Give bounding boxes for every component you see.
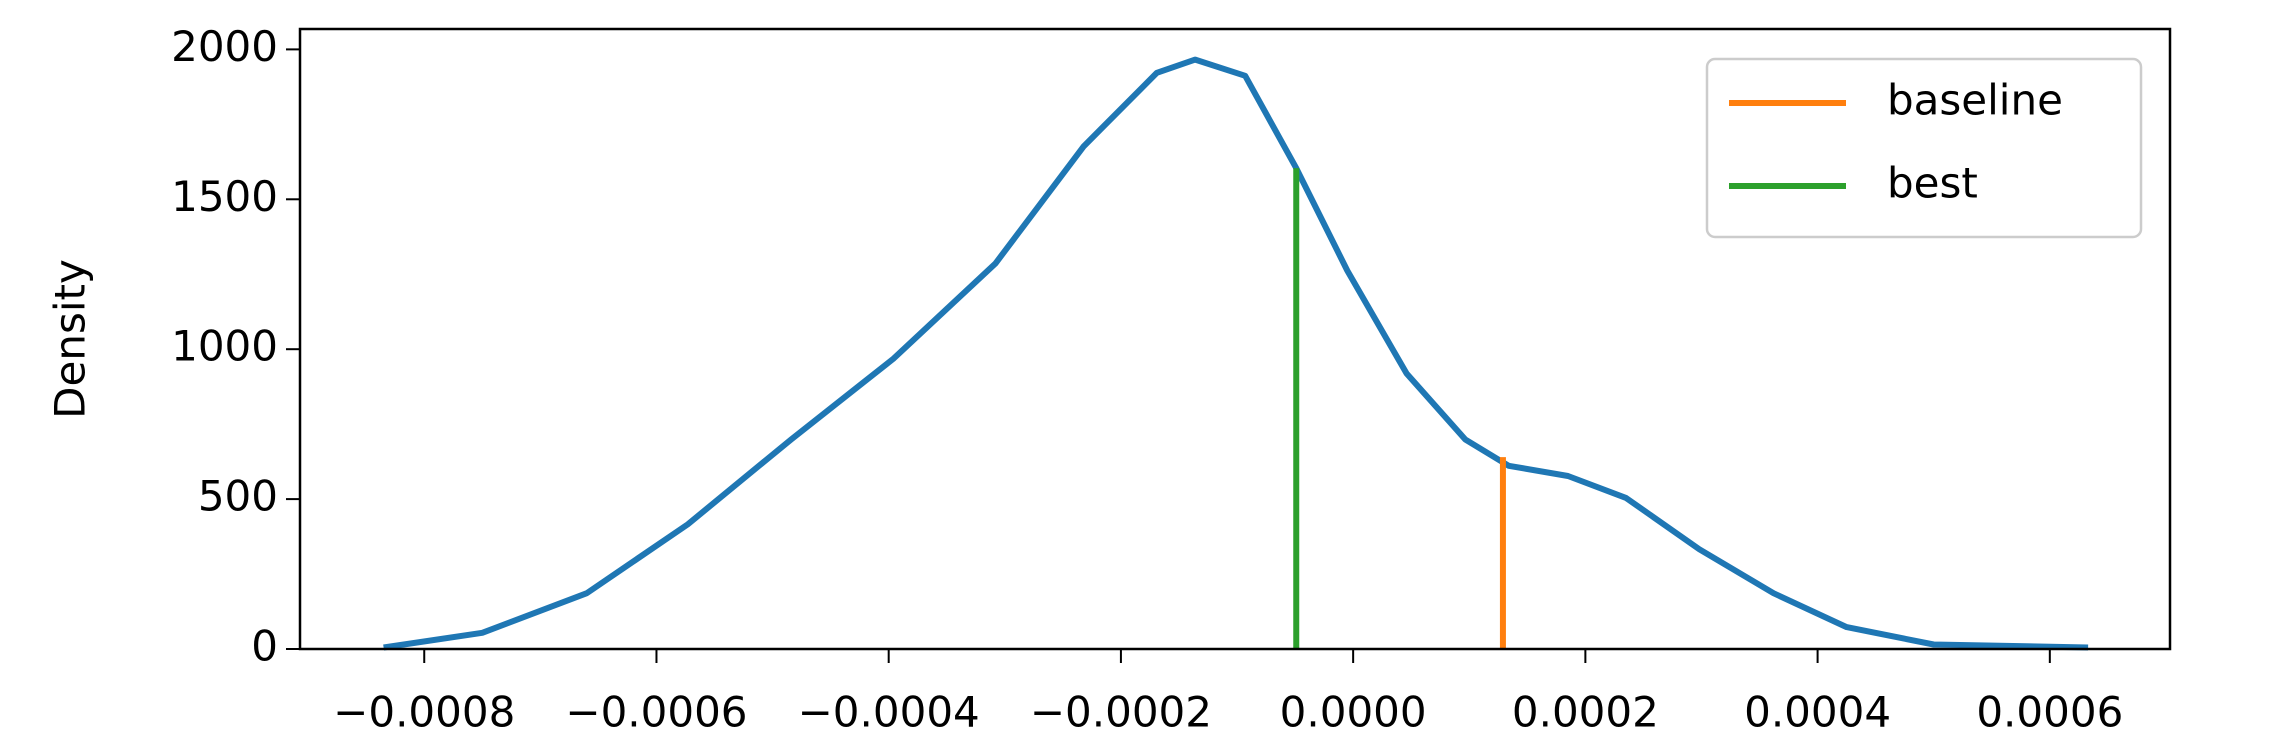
x-tick-label: −0.0008 <box>333 688 515 735</box>
x-tick-label: 0.0000 <box>1280 688 1427 735</box>
x-tick-label: −0.0006 <box>565 688 747 735</box>
legend-label: baseline <box>1887 76 2063 125</box>
x-tick-label: 0.0006 <box>1976 688 2123 735</box>
x-tick-label: −0.0002 <box>1030 688 1212 735</box>
y-tick-label: 500 <box>198 472 278 521</box>
y-tick-label: 1500 <box>171 172 278 221</box>
density-curve <box>383 56 2089 651</box>
x-tick-label: 0.0004 <box>1744 688 1891 735</box>
y-tick-label: 1000 <box>171 322 278 371</box>
y-axis-label: Density <box>46 259 95 419</box>
y-tick-label: 0 <box>251 622 278 671</box>
y-tick-label: 2000 <box>171 22 278 71</box>
x-tick-label: −0.0004 <box>798 688 980 735</box>
axes-frame <box>298 27 2172 651</box>
x-tick-label: 0.0002 <box>1512 688 1659 735</box>
legend-label: best <box>1887 159 1978 208</box>
